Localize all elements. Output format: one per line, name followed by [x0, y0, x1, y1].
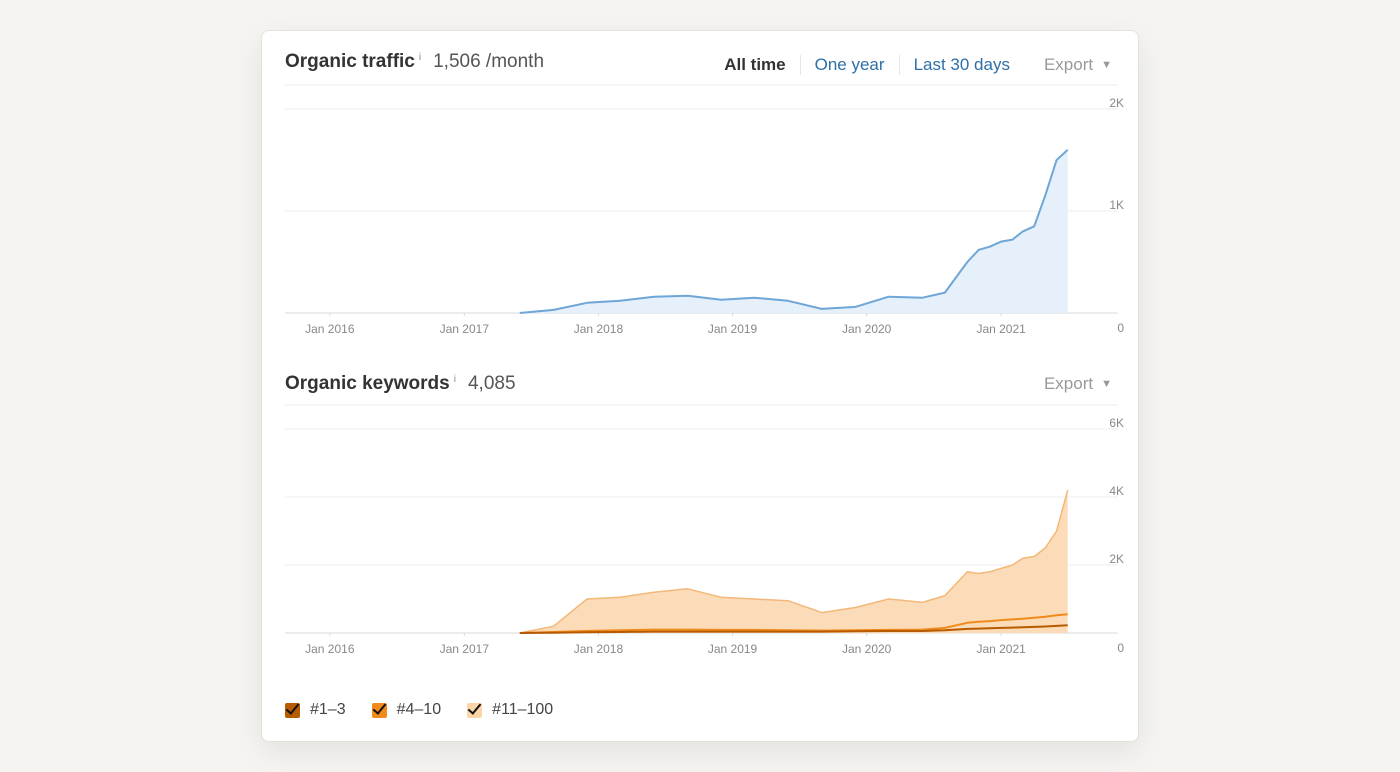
- traffic-value: 1,506 /month: [433, 51, 545, 72]
- legend-label-1-3: #1–3: [310, 701, 346, 718]
- legend-label-11-100: #11–100: [492, 701, 554, 718]
- series-line--4-10: [519, 613, 1068, 634]
- keywords-export-button[interactable]: Export ▼: [1024, 374, 1112, 394]
- x-tick-label: Jan 2018: [574, 322, 624, 336]
- tab-last-30-days[interactable]: Last 30 days: [898, 55, 1024, 75]
- keywords-header: Organic keywords i 4,085: [285, 373, 516, 395]
- legend-label-4-10: #4–10: [396, 701, 442, 718]
- legend-item-4-10[interactable]: #4–10: [371, 701, 442, 719]
- y-tick-label: 0: [1117, 321, 1124, 335]
- x-tick-label: Jan 2017: [440, 322, 490, 336]
- checkbox-4-10[interactable]: [371, 702, 387, 718]
- legend-item-11-100[interactable]: #11–100: [467, 701, 553, 719]
- x-tick-label: Jan 2016: [305, 642, 355, 656]
- series-area--11-100: [519, 490, 1068, 633]
- x-tick-label: Jan 2018: [574, 642, 624, 656]
- traffic-header: Organic traffic i 1,506 /month: [285, 51, 544, 73]
- overview-card: Organic traffic i 1,506 /month All time …: [261, 30, 1139, 742]
- traffic-chart: Jan 2016 Jan 2017 Jan 2018 Jan 2019 Jan 2020…: [285, 84, 1124, 336]
- x-tick-label: Jan 2020: [842, 322, 892, 336]
- y-tick-label: 2K: [1109, 96, 1124, 110]
- x-tick-label: Jan 2021: [976, 322, 1026, 336]
- series-line--1-3: [519, 624, 1068, 634]
- tab-one-year[interactable]: One year: [799, 55, 899, 75]
- tab-all-time[interactable]: All time: [724, 55, 786, 74]
- checkbox-1-3[interactable]: [285, 702, 300, 718]
- traffic-title: Organic traffic: [285, 51, 415, 72]
- keywords-info-icon[interactable]: i: [453, 374, 456, 385]
- chevron-down-icon: ▼: [1101, 59, 1112, 71]
- legend-item-1-3[interactable]: #1–3: [285, 701, 346, 719]
- y-tick-label: 6K: [1109, 416, 1124, 430]
- x-tick-label: Jan 2020: [842, 642, 892, 656]
- traffic-export-label: Export: [1043, 55, 1094, 74]
- y-tick-label: 4K: [1109, 484, 1124, 498]
- x-tick-label: Jan 2017: [440, 642, 490, 656]
- series-area-organic-traffic: [519, 149, 1068, 313]
- keywords-legend: #1–3 #4–10 #11–100: [285, 701, 553, 719]
- y-tick-label: 1K: [1109, 198, 1124, 212]
- x-tick-label: Jan 2016: [305, 322, 355, 336]
- keywords-chart: Jan 2016 Jan 2017 Jan 2018 Jan 2019 Jan 2020…: [285, 404, 1124, 656]
- traffic-export-button[interactable]: Export ▼: [1024, 55, 1112, 75]
- keywords-title: Organic keywords: [285, 373, 450, 394]
- series-line--11-100: [519, 490, 1069, 634]
- chevron-down-icon: ▼: [1101, 378, 1112, 390]
- series-line-organic-traffic: [519, 149, 1069, 314]
- x-tick-label: Jan 2019: [708, 322, 758, 336]
- y-tick-label: 2K: [1109, 552, 1124, 566]
- traffic-info-icon[interactable]: i: [418, 52, 422, 63]
- x-tick-label: Jan 2019: [708, 642, 758, 656]
- y-tick-label: 0: [1117, 641, 1124, 655]
- keywords-export-label: Export: [1043, 374, 1094, 393]
- keywords-value: 4,085: [467, 373, 516, 394]
- checkbox-11-100[interactable]: [467, 702, 483, 718]
- x-tick-label: Jan 2021: [976, 642, 1026, 656]
- time-range-tabs: All time One year Last 30 days Export ▼: [710, 55, 1112, 75]
